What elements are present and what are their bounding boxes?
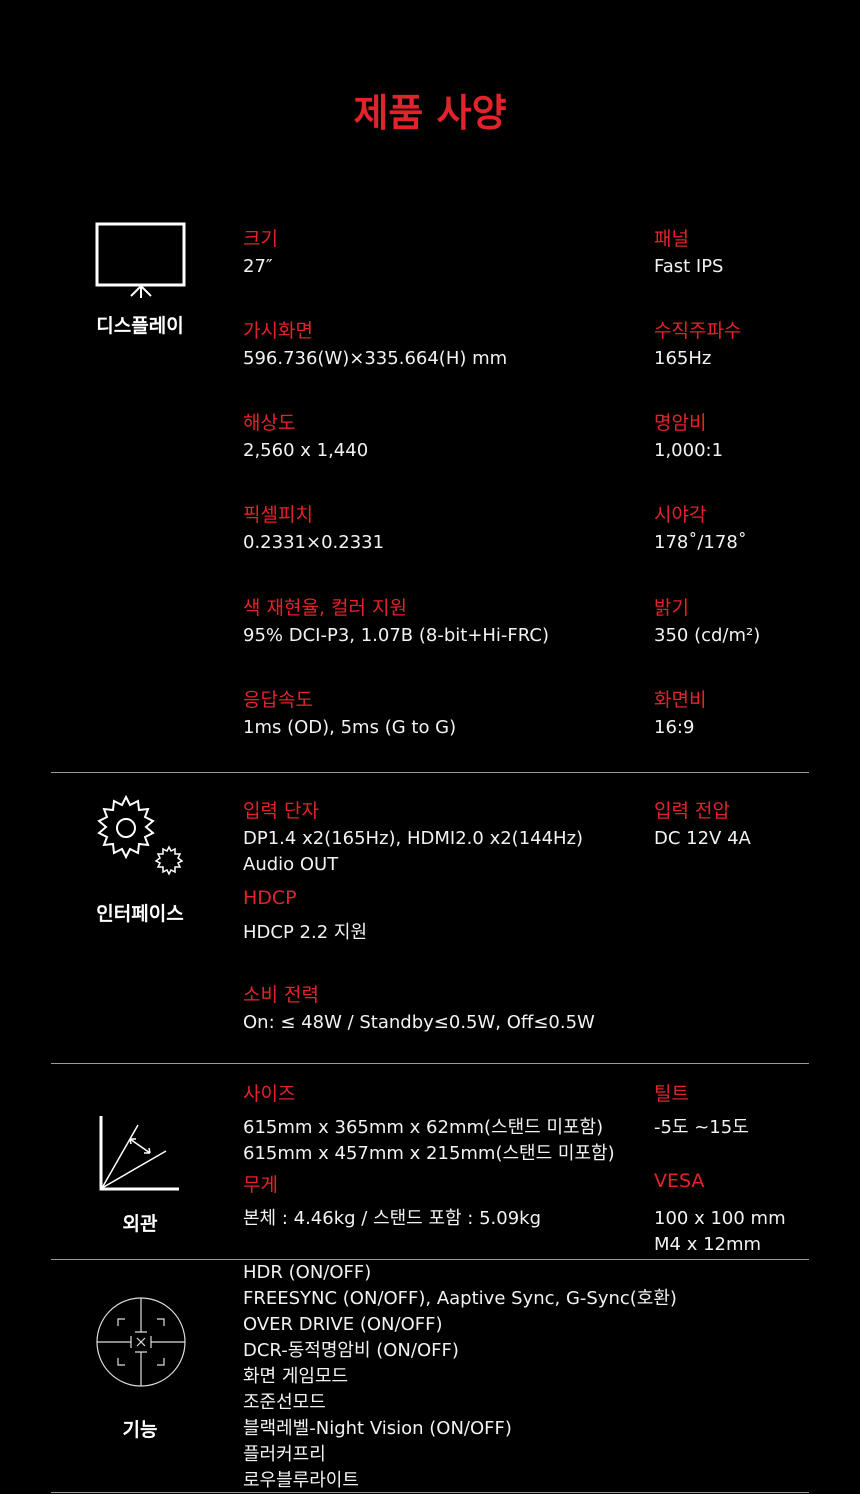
spec-value-line: DC 12V 4A (654, 828, 751, 849)
spec-value-line: -5도 ~15도 (654, 1117, 749, 1138)
spec-value: -5도 ~15도 (654, 1115, 749, 1141)
spec-value: 1,000:1 (654, 438, 723, 464)
spec-value: 100 x 100 mm M4 x 12mm (654, 1206, 786, 1258)
spec-value-line: M4 x 12mm (654, 1234, 762, 1255)
spec-value: 27″ (243, 254, 273, 280)
spec-value: 165Hz (654, 346, 711, 372)
spec-value: 16:9 (654, 715, 694, 741)
spec-value: 350 (cd/m²) (654, 623, 760, 649)
feature-item: FREESYNC (ON/OFF), Aaptive Sync, G-Sync(… (243, 1288, 677, 1309)
spec-value-line: 100 x 100 mm (654, 1208, 786, 1229)
monitor-icon (95, 222, 186, 298)
divider (51, 1259, 809, 1260)
spec-value: DP1.4 x2(165Hz), HDMI2.0 x2(144Hz) Audio … (243, 826, 583, 878)
spec-label: 색 재현율, 컬러 지원 (243, 597, 407, 619)
spec-label: 화면비 (654, 689, 707, 711)
spec-value: Fast IPS (654, 254, 723, 280)
feature-item: 로우블루라이트 (243, 1470, 359, 1491)
spec-value-line: 16:9 (654, 717, 695, 738)
divider (51, 1492, 809, 1493)
spec-value-line: Audio OUT (243, 854, 339, 875)
spec-label: 픽셀피치 (243, 504, 313, 526)
spec-value: 2,560 x 1,440 (243, 438, 368, 464)
spec-label: VESA (654, 1170, 705, 1192)
feature-item: 화면 게임모드 (243, 1366, 349, 1387)
spec-value-line: Fast IPS (654, 256, 724, 277)
spec-value-line: 95% DCI-P3, 1.07B (8-bit+Hi-FRC) (243, 625, 549, 646)
feature-item: DCR-동적명암비 (ON/OFF) (243, 1340, 459, 1361)
spec-value-line: 165Hz (654, 348, 712, 369)
spec-value-line: 본체 : 4.46kg / 스탠드 포함 : 5.09kg (243, 1208, 542, 1229)
spec-value-line: 350 (cd/m²) (654, 625, 761, 646)
spec-label: 틸트 (654, 1083, 689, 1105)
spec-value-line: 1,000:1 (654, 440, 724, 461)
spec-value: 178˚/178˚ (654, 530, 747, 556)
crosshair-icon (96, 1297, 186, 1387)
spec-label: 입력 전압 (654, 800, 730, 822)
spec-value: 95% DCI-P3, 1.07B (8-bit+Hi-FRC) (243, 623, 549, 649)
divider (51, 772, 809, 773)
spec-label: 수직주파수 (654, 320, 742, 342)
feature-item: HDR (ON/OFF) (243, 1262, 372, 1283)
feature-item: OVER DRIVE (ON/OFF) (243, 1314, 443, 1335)
spec-value: 0.2331×0.2331 (243, 530, 384, 556)
spec-label: HDCP (243, 887, 297, 909)
spec-value-line: 178˚/178˚ (654, 532, 747, 553)
page-title: 제품 사양 (353, 91, 507, 135)
feature-item: 플러커프리 (243, 1444, 326, 1465)
category-display: 디스플레이 (96, 315, 184, 337)
divider (51, 1063, 809, 1064)
spec-label: 무게 (243, 1174, 278, 1196)
spec-value-line: 27″ (243, 256, 273, 277)
spec-label: 해상도 (243, 412, 296, 434)
spec-value: 본체 : 4.46kg / 스탠드 포함 : 5.09kg (243, 1206, 541, 1232)
feature-item: 블랙레벨-Night Vision (ON/OFF) (243, 1418, 512, 1439)
spec-value: HDCP 2.2 지원 (243, 920, 367, 946)
gears-icon (97, 795, 184, 876)
spec-value: On: ≤ 48W / Standby≤0.5W, Off≤0.5W (243, 1010, 595, 1036)
spec-value: DC 12V 4A (654, 826, 751, 852)
spec-value-line: 596.736(W)×335.664(H) mm (243, 348, 508, 369)
category-interface: 인터페이스 (96, 903, 184, 925)
spec-value-line: 615mm x 457mm x 215mm(스탠드 미포함) (243, 1143, 615, 1164)
spec-label: 밝기 (654, 597, 689, 619)
tilt-angle-icon (99, 1116, 179, 1191)
spec-value-line: On: ≤ 48W / Standby≤0.5W, Off≤0.5W (243, 1012, 595, 1033)
feature-item: 조준선모드 (243, 1392, 326, 1413)
spec-value-line: 615mm x 365mm x 62mm(스탠드 미포함) (243, 1117, 604, 1138)
spec-label: 입력 단자 (243, 800, 319, 822)
spec-value-line: DP1.4 x2(165Hz), HDMI2.0 x2(144Hz) (243, 828, 584, 849)
spec-label: 응답속도 (243, 689, 313, 711)
category-features: 기능 (122, 1419, 158, 1441)
spec-value-line: 1ms (OD), 5ms (G to G) (243, 717, 457, 738)
spec-value: 596.736(W)×335.664(H) mm (243, 346, 507, 372)
spec-label: 시야각 (654, 504, 707, 526)
spec-label: 가시화면 (243, 320, 313, 342)
spec-label: 패널 (654, 228, 689, 250)
spec-label: 사이즈 (243, 1083, 296, 1105)
spec-value-line: 0.2331×0.2331 (243, 532, 385, 553)
spec-label: 크기 (243, 228, 278, 250)
spec-value-line: HDCP 2.2 지원 (243, 922, 368, 943)
spec-value: 1ms (OD), 5ms (G to G) (243, 715, 456, 741)
spec-value-line: 2,560 x 1,440 (243, 440, 369, 461)
spec-label: 소비 전력 (243, 984, 319, 1006)
spec-label: 명암비 (654, 412, 707, 434)
category-exterior: 외관 (122, 1213, 158, 1235)
spec-value: 615mm x 365mm x 62mm(스탠드 미포함) 615mm x 457… (243, 1115, 615, 1167)
